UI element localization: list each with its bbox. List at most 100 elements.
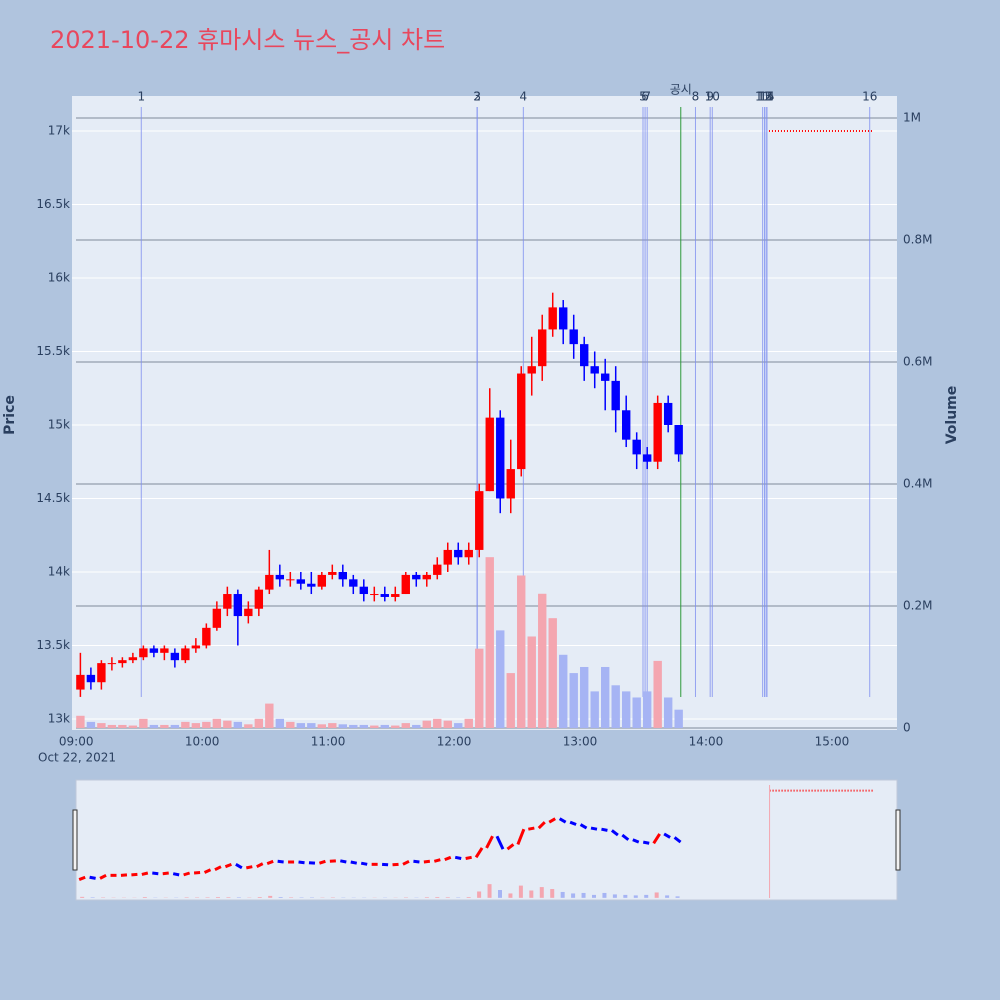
y-tick-label: 16.5k [36, 197, 70, 211]
mini-volume-bar [142, 897, 147, 898]
range-handle[interactable] [895, 809, 901, 871]
y-tick-label: 17k [48, 123, 70, 137]
candle-body [244, 608, 253, 617]
mini-volume-bar [518, 885, 523, 898]
range-slider[interactable] [75, 779, 898, 901]
volume-bar [632, 697, 641, 728]
y-tick-label: 13k [48, 711, 70, 725]
candle-body [170, 652, 180, 661]
mini-candle [548, 817, 556, 824]
candle-body [580, 344, 589, 367]
candle-body [97, 663, 106, 683]
volume-bar [674, 709, 683, 728]
candle-body [485, 417, 494, 492]
volume-bar [559, 654, 568, 728]
mini-volume-bar [675, 896, 680, 898]
mini-volume-bar [539, 887, 544, 898]
mini-candle [579, 823, 588, 830]
mini-volume-bar [477, 891, 482, 898]
news-label: 14 [759, 90, 774, 104]
mini-volume-bar [550, 889, 555, 898]
volume-bar [391, 725, 400, 728]
mini-candle [78, 875, 86, 881]
volume-bar [412, 724, 421, 728]
mini-volume-bar [581, 892, 586, 898]
y-tick-label: 16k [48, 270, 70, 284]
volume-bar [275, 718, 285, 728]
y-tick-label: 15k [48, 417, 70, 431]
candle-body [496, 417, 505, 499]
volume-bar [663, 697, 673, 728]
y-tick-label: 15.5k [36, 344, 70, 358]
mini-volume-bar [623, 894, 628, 898]
candle-body [76, 674, 85, 690]
chart-title: 2021-10-22 휴마시스 뉴스_공시 차트 [50, 26, 445, 54]
volume-bar [307, 723, 316, 728]
mini-volume-bar [487, 884, 492, 898]
x-tick-label: 09:00 [59, 735, 94, 749]
volume-bar [527, 636, 536, 728]
volume-bar [118, 724, 127, 728]
volume-bar [212, 718, 222, 728]
candle-body [601, 373, 610, 381]
volume-bar [223, 720, 232, 728]
news-label: 10 [705, 90, 720, 104]
volume-bar [317, 724, 327, 728]
candle-body [338, 571, 347, 580]
candle-body [212, 608, 222, 628]
mini-candle [152, 871, 159, 876]
volume-bar [328, 723, 337, 728]
candle-body [454, 549, 463, 558]
mini-volume-bar [571, 893, 576, 898]
mini-candle [485, 835, 494, 849]
volume-bar [170, 724, 180, 728]
candle-body [548, 307, 557, 330]
range-handle[interactable] [72, 809, 78, 871]
volume-bar [370, 725, 379, 728]
volume-bar [286, 721, 295, 728]
candle-body [506, 469, 515, 499]
volume-bar [433, 718, 442, 728]
volume-bar [538, 593, 547, 728]
volume-bar [107, 724, 117, 728]
mini-candle [642, 840, 650, 845]
volume-bar [244, 724, 253, 728]
mini-candle [528, 826, 535, 831]
volume-bar [160, 724, 169, 728]
volume-bar [485, 557, 494, 728]
mini-candle [203, 868, 212, 874]
candle-body [107, 663, 117, 665]
x-tick-label: 14:00 [689, 735, 724, 749]
y2-tick-label: 1M [903, 110, 921, 124]
candle-body [359, 586, 368, 595]
candle-body [674, 424, 683, 455]
mini-candle [537, 821, 546, 830]
mini-volume-bar [654, 892, 659, 898]
y-tick-label: 13.5k [36, 638, 70, 652]
mini-candle [172, 872, 180, 877]
mini-volume-bar [268, 895, 273, 898]
candle-body [275, 574, 285, 580]
mini-candle [318, 859, 326, 865]
mini-candle [444, 855, 452, 862]
candle-body [328, 571, 337, 575]
mini-candle [465, 855, 472, 860]
y2-tick-label: 0.4M [903, 476, 932, 490]
volume-bar [265, 703, 274, 728]
volume-bar [359, 724, 368, 728]
volume-bar [569, 673, 578, 728]
volume-bar [296, 723, 306, 728]
volume-bar [181, 721, 190, 728]
volume-bar [338, 724, 347, 728]
x-tick-label: 10:00 [185, 735, 220, 749]
mini-candle [433, 858, 441, 863]
mini-volume-bar [424, 897, 429, 898]
y2-tick-label: 0.8M [903, 232, 932, 246]
news-label: 12 [757, 90, 772, 104]
mini-candle [663, 832, 671, 839]
volume-bar [86, 721, 96, 728]
candle-body [538, 329, 547, 367]
mini-volume-bar [633, 895, 638, 898]
candle-body [412, 574, 421, 580]
mini-volume-bar [602, 892, 607, 898]
